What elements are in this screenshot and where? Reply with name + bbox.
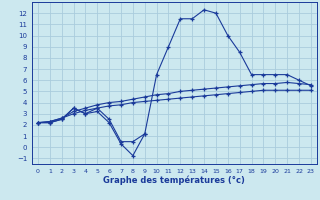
X-axis label: Graphe des températures (°c): Graphe des températures (°c) [103, 175, 245, 185]
